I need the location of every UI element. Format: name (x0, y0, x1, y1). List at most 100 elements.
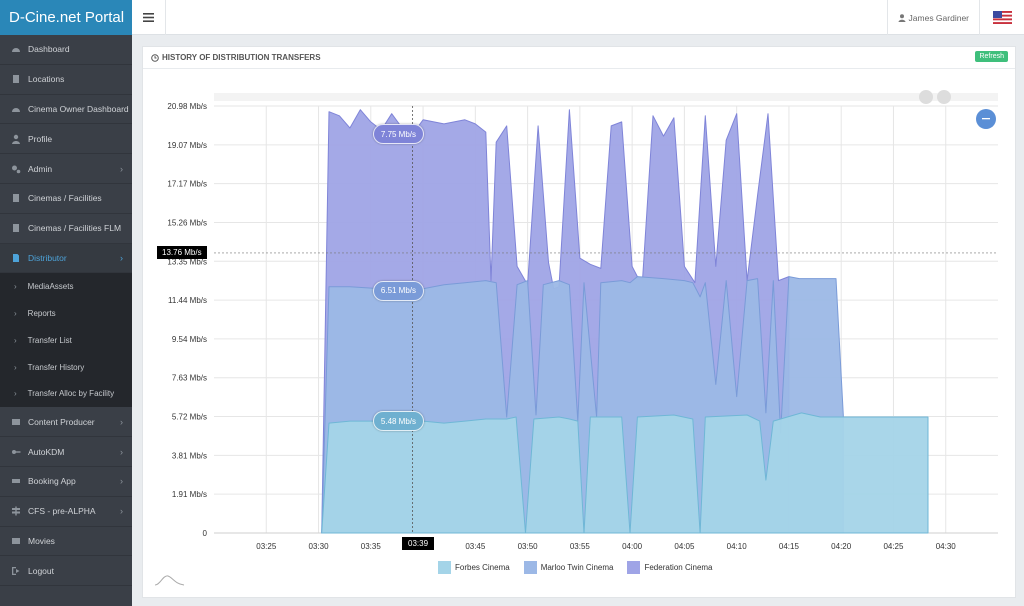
chevron-right-icon: › (14, 362, 17, 372)
sidebar-item-cinemas-facilities-flm[interactable]: Cinemas / Facilities FLM (0, 214, 132, 244)
sidebar-item-label: AutoKDM (28, 446, 65, 457)
history-icon (151, 53, 159, 62)
legend-item-forbes[interactable]: Forbes Cinema (438, 561, 510, 574)
forbes-value-bubble: 5.48 Mb/s (372, 411, 424, 432)
range-handle-right[interactable] (937, 90, 951, 104)
sidebar-item-logout[interactable]: Logout (0, 556, 132, 587)
sidebar-item-admin[interactable]: Admin › (0, 154, 132, 184)
user-icon (898, 13, 906, 22)
legend-swatch (438, 561, 451, 574)
submenu-item-label: Transfer List (27, 335, 72, 345)
chart-legend: Forbes Cinema Marloo Twin Cinema Federat… (438, 561, 727, 574)
top-bar: James Gardiner (132, 0, 1024, 35)
film-icon (11, 417, 21, 427)
legend-item-marloo[interactable]: Marloo Twin Cinema (523, 561, 614, 574)
range-track (214, 93, 998, 101)
chevron-right-icon: › (14, 282, 17, 292)
x-tick-label: 03:45 (465, 542, 486, 551)
x-tick-label: 04:10 (727, 542, 748, 551)
sidebar-item-label: Content Producer (28, 416, 95, 427)
x-tick-label: 03:30 (309, 542, 330, 551)
gears-icon (11, 164, 21, 174)
submenu-item-label: MediaAssets (27, 282, 74, 292)
submenu-item-label: Reports (27, 309, 56, 319)
sidebar-item-autokdm[interactable]: AutoKDM › (0, 437, 132, 467)
sidebar-item-content-producer[interactable]: Content Producer › (0, 407, 132, 438)
submenu-item-transfer-history[interactable]: › Transfer History (0, 354, 132, 381)
panel-title: HISTORY OF DISTRIBUTION TRANSFERS (162, 53, 321, 62)
sidebar-item-label: Cinemas / Facilities FLM (28, 223, 122, 234)
y-tick-label: 5.72 Mb/s (172, 413, 207, 422)
sidebar-item-locations[interactable]: Locations (0, 65, 132, 95)
federation-value-bubble: 7.75 Mb/s (372, 124, 424, 145)
sidebar-item-label: Movies (28, 535, 55, 546)
sidebar-item-cinema-owner-dashboard[interactable]: Cinema Owner Dashboard (0, 95, 132, 125)
sidebar-item-label: Locations (28, 74, 65, 85)
x-crosshair-label: 03:39 (402, 537, 435, 550)
legend-label: Forbes Cinema (455, 563, 510, 572)
logout-icon (11, 566, 21, 576)
sidebar: D-Cine.net Portal Dashboard Locations Cine… (0, 0, 132, 606)
marloo-value-bubble: 6.51 Mb/s (372, 280, 424, 301)
submenu-item-transfer-alloc-by-facility[interactable]: › Transfer Alloc by Facility (0, 381, 132, 408)
range-handle-left[interactable] (919, 90, 933, 104)
sidebar-item-booking-app[interactable]: Booking App › (0, 467, 132, 497)
x-axis: 03:2503:3003:3503:4003:4503:5003:5504:00… (256, 542, 956, 551)
x-tick-label: 04:25 (883, 542, 904, 551)
legend-swatch (523, 561, 537, 574)
ticket-icon (11, 476, 21, 486)
sidebar-item-profile[interactable]: Profile (0, 124, 132, 155)
y-tick-label: 20.98 Mb/s (167, 102, 207, 111)
sidebar-item-cinemas-facilities[interactable]: Cinemas / Facilities (0, 184, 132, 214)
building-icon (11, 223, 21, 233)
us-flag-icon (992, 11, 1012, 24)
chevron-right-icon: › (120, 416, 123, 427)
y-tick-label: 19.07 Mb/s (167, 141, 207, 150)
chart-decorations (154, 90, 998, 586)
sidebar-item-cfs-pre-alpha[interactable]: CFS - pre-ALPHA › (0, 497, 132, 527)
legend-label: Marloo Twin Cinema (540, 563, 614, 572)
sidebar-item-movies[interactable]: Movies (0, 527, 132, 557)
refresh-button[interactable]: Refresh (975, 51, 1008, 62)
user-menu[interactable]: James Gardiner (886, 0, 979, 35)
file-icon (11, 253, 21, 263)
user-name: James Gardiner (908, 12, 969, 23)
y-tick-label: 0 (203, 529, 208, 538)
x-tick-label: 03:35 (361, 542, 382, 551)
x-tick-label: 03:25 (256, 542, 277, 551)
zoom-out-button[interactable] (976, 109, 996, 129)
sidebar-item-label: Dashboard (28, 44, 70, 55)
mini-navigator (154, 575, 185, 586)
app-title[interactable]: D-Cine.net Portal (0, 0, 132, 35)
chevron-right-icon: › (120, 506, 123, 517)
user-icon (11, 134, 21, 144)
sidebar-item-label: Cinemas / Facilities (28, 193, 102, 204)
chevron-right-icon: › (120, 163, 123, 174)
submenu-item-label: Transfer History (27, 362, 85, 372)
sidebar-item-distributor[interactable]: Distributor › (0, 243, 132, 274)
submenu-item-transfer-list[interactable]: › Transfer List (0, 327, 132, 354)
chart-areas (321, 109, 929, 534)
sidebar-item-label: Cinema Owner Dashboard (28, 103, 129, 114)
y-tick-label: 17.17 Mb/s (167, 180, 207, 189)
chevron-right-icon: › (14, 335, 17, 345)
chevron-right-icon: › (14, 309, 17, 319)
submenu-item-reports[interactable]: › Reports (0, 300, 132, 327)
legend-item-federation[interactable]: Federation Cinema (627, 561, 713, 574)
x-tick-label: 03:55 (570, 542, 591, 551)
hamburger-icon (143, 13, 154, 22)
language-selector[interactable] (979, 0, 1024, 35)
film-icon (11, 536, 21, 546)
dashboard-icon (11, 104, 21, 114)
sidebar-item-dashboard[interactable]: Dashboard (0, 35, 132, 65)
y-axis: 0 1.91 Mb/s 3.81 Mb/s 5.72 Mb/s 7.63 Mb/s 9.5… (167, 102, 207, 538)
y-tick-label: 11.44 Mb/s (168, 296, 207, 305)
y-tick-label: 1.91 Mb/s (172, 490, 207, 499)
x-tick-label: 04:05 (674, 542, 695, 551)
chevron-right-icon: › (120, 446, 123, 457)
x-tick-label: 04:15 (779, 542, 800, 551)
menu-toggle-button[interactable] (132, 0, 166, 35)
signpost-icon (11, 506, 21, 516)
submenu-item-mediaassets[interactable]: › MediaAssets (0, 273, 132, 300)
